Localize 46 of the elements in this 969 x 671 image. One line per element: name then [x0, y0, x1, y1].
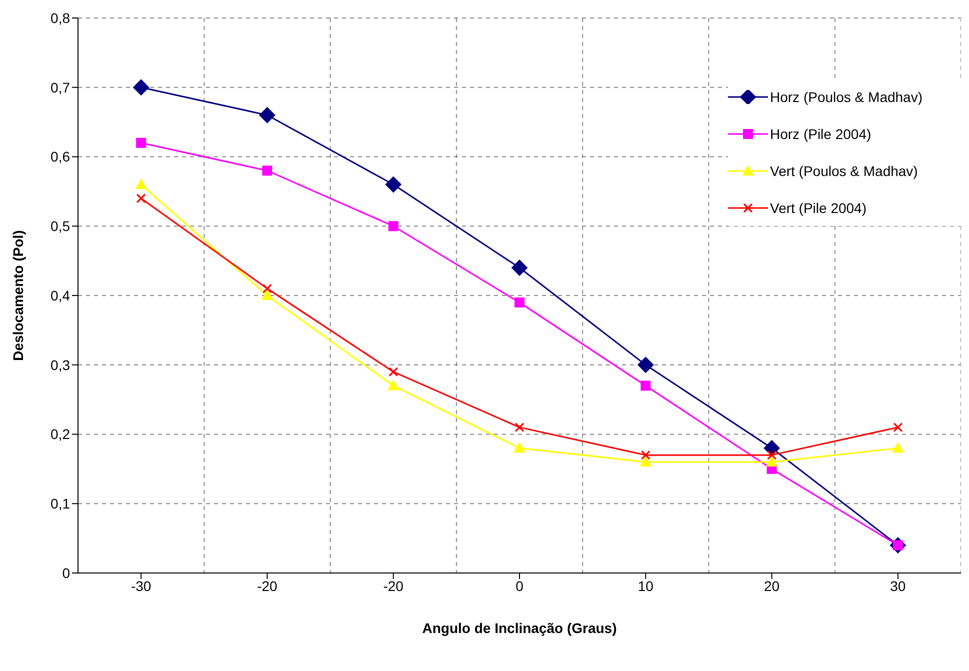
point: [640, 380, 651, 391]
y-tick-label: 0,6: [50, 148, 70, 165]
x-tick-label: 10: [638, 578, 654, 594]
point: [514, 442, 525, 453]
point: [385, 176, 402, 192]
point: [136, 138, 146, 148]
y-tick-label: 0,1: [50, 496, 70, 512]
x-tick-label: -30: [130, 578, 152, 594]
point: [262, 290, 273, 300]
y-tick-label: 0: [62, 564, 70, 581]
y-tick-label: 0,2: [50, 426, 70, 442]
y-tick-label: 0,7: [50, 79, 70, 96]
y-tick-label: 0,8: [50, 10, 70, 26]
point: [262, 284, 272, 294]
point: [893, 422, 903, 432]
y-tick-label: 0,3: [50, 356, 70, 373]
x-tick-label: -20: [257, 578, 278, 594]
point: [514, 422, 524, 432]
y-axis-title: Deslocamento (Pol): [10, 230, 26, 361]
point: [766, 456, 778, 466]
x-tick-label: 0: [516, 578, 524, 594]
y-tick-label: 0,5: [50, 218, 70, 234]
legend-label: Horz (Pile 2004): [770, 126, 872, 142]
x-axis-title: Angulo de Inclinação (Graus): [422, 620, 617, 636]
point: [388, 367, 398, 377]
legend-label: Vert (Poulos & Madhav): [770, 162, 918, 178]
point: [766, 450, 777, 460]
point: [640, 450, 650, 460]
point: [259, 107, 276, 124]
point: [136, 194, 146, 204]
y-tick-label: 0,4: [50, 287, 70, 304]
point: [640, 456, 652, 466]
point: [388, 221, 398, 232]
point: [136, 179, 147, 189]
x-tick-label: -20: [383, 578, 404, 594]
point: [262, 166, 272, 176]
point: [638, 356, 654, 373]
point: [892, 442, 904, 453]
x-tick-label: 20: [764, 578, 780, 594]
point: [133, 79, 150, 96]
point: [512, 260, 528, 276]
x-tick-label: 30: [890, 578, 906, 594]
legend-label: Horz (Poulos & Madhav): [770, 88, 923, 104]
legend-label: Vert (Pile 2004): [770, 200, 866, 216]
point: [514, 297, 524, 308]
point: [388, 380, 399, 390]
